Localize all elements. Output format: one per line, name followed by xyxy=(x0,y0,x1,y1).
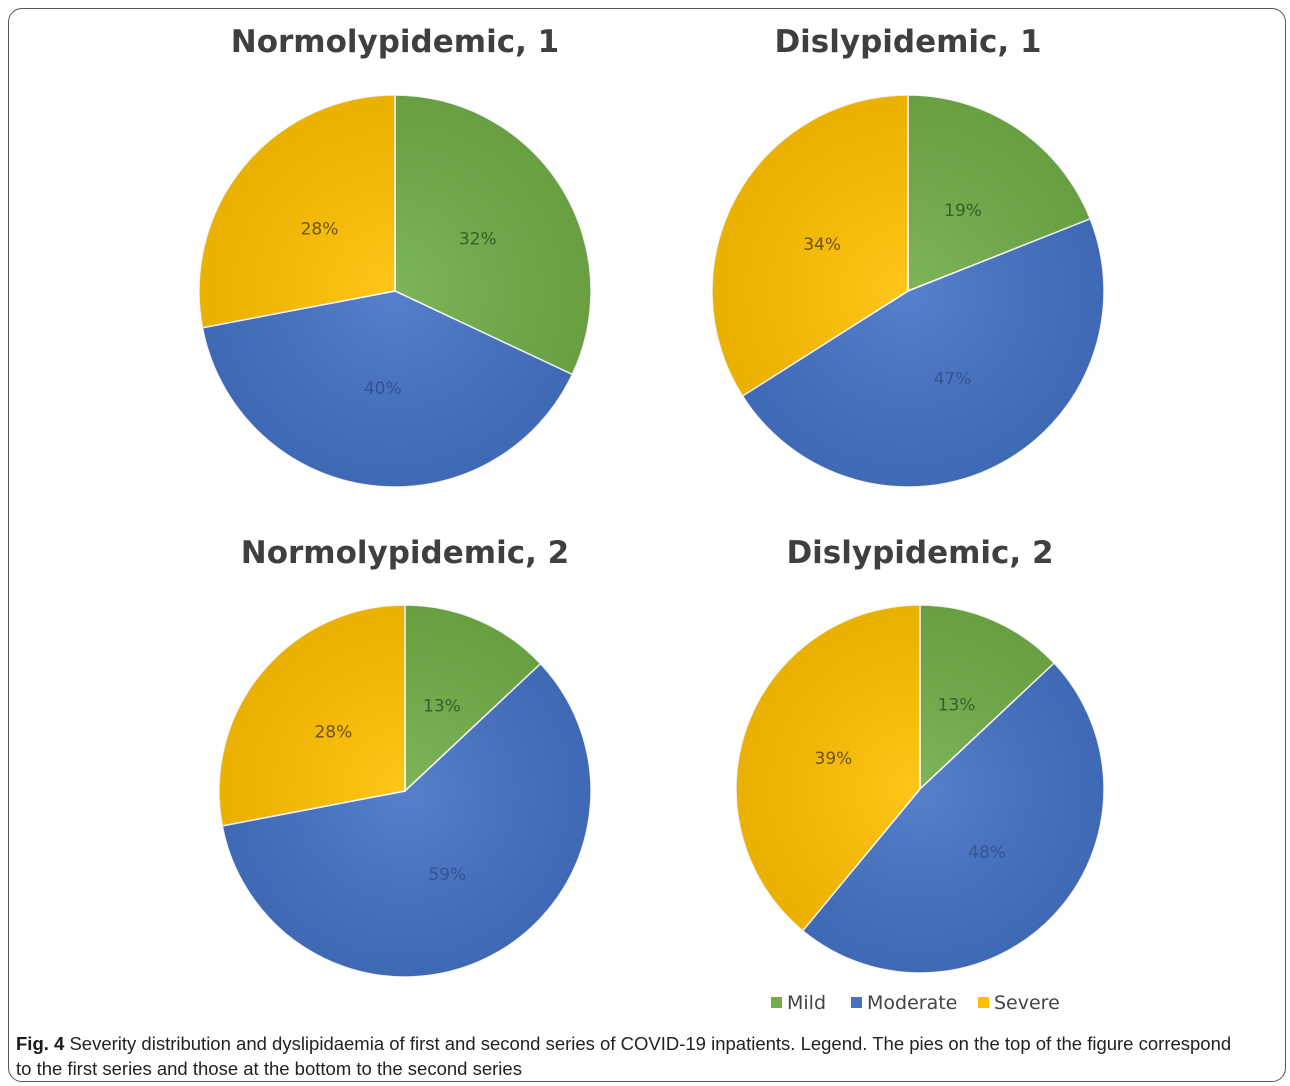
pie-title: Normolypidemic, 2 xyxy=(241,535,569,571)
slice-label-mild: 19% xyxy=(944,201,982,221)
slice-label-severe: 28% xyxy=(301,220,339,240)
slice-label-moderate: 40% xyxy=(364,379,402,399)
legend-item-moderate: Moderate xyxy=(851,992,957,1014)
pie-charts: Normolypidemic, 1 32% 40% 28% Dislypidemic, … xyxy=(198,24,1105,1014)
slice-label-mild: 32% xyxy=(459,229,497,249)
legend-swatch xyxy=(771,997,782,1008)
slice-label-mild: 13% xyxy=(938,696,976,716)
pie-chart-4: Dislypidemic, 2 13% 48% 39% xyxy=(735,535,1105,974)
slice-label-severe: 34% xyxy=(803,235,841,255)
pie-chart-3: Normolypidemic, 2 13% 59% 28% xyxy=(218,535,592,978)
slice-label-mild: 13% xyxy=(423,697,461,717)
pie-chart-1: Normolypidemic, 1 32% 40% 28% xyxy=(198,24,592,488)
legend-swatch xyxy=(851,997,862,1008)
pie-slice-severe xyxy=(198,94,396,329)
pie-chart-2: Dislypidemic, 1 19% 47% 34% xyxy=(711,24,1105,488)
legend-item-severe: Severe xyxy=(978,992,1060,1014)
figure-number: Fig. 4 xyxy=(16,1033,65,1054)
figure-caption: Fig. 4 Severity distribution and dyslipi… xyxy=(16,1031,1246,1081)
slice-label-severe: 39% xyxy=(815,749,853,769)
pie-slice-severe xyxy=(218,604,406,827)
legend: Mild Moderate Severe xyxy=(771,992,1060,1014)
pie-title: Normolypidemic, 1 xyxy=(231,24,559,60)
slice-label-moderate: 47% xyxy=(934,369,972,389)
slice-label-severe: 28% xyxy=(314,723,352,743)
legend-item-mild: Mild xyxy=(771,992,826,1014)
legend-label: Moderate xyxy=(867,992,957,1014)
caption-text: Severity distribution and dyslipidaemia … xyxy=(16,1033,1232,1079)
pie-title: Dislypidemic, 2 xyxy=(786,535,1053,571)
legend-swatch xyxy=(978,997,989,1008)
legend-label: Mild xyxy=(787,992,826,1014)
slice-label-moderate: 48% xyxy=(968,843,1006,863)
pie-title: Dislypidemic, 1 xyxy=(774,24,1041,60)
slice-label-moderate: 59% xyxy=(428,865,466,885)
legend-label: Severe xyxy=(994,992,1060,1014)
